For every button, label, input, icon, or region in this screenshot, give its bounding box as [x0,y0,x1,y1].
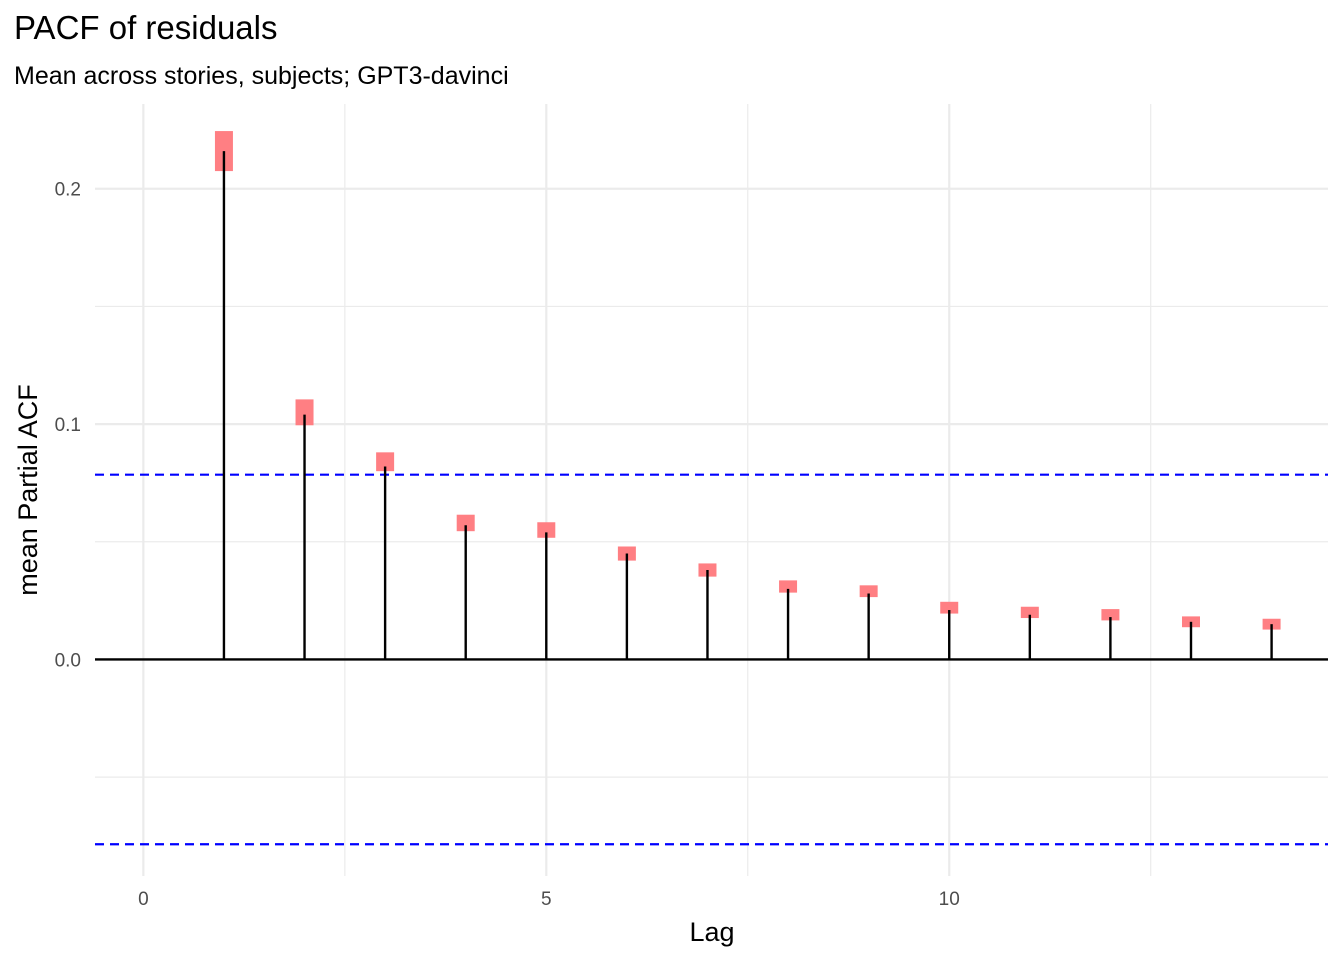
y-axis-title: mean Partial ACF [13,384,43,596]
grid-lines [95,104,1328,876]
y-axis-ticks: 0.0 0.1 0.2 [55,180,81,672]
significance-band [95,473,1328,846]
x-tick-label: 10 [939,889,960,910]
chart-title: PACF of residuals [14,9,277,46]
pacf-marker [537,522,556,538]
x-axis-ticks: 0 5 10 [138,889,960,910]
pacf-marker [295,399,314,426]
y-tick-label: 0.1 [55,415,81,436]
pacf-stems [222,151,1273,660]
x-axis-title: Lag [689,917,734,947]
pacf-marker [1101,609,1120,621]
x-tick-label: 5 [541,889,552,910]
pacf-marker [1020,606,1039,619]
y-tick-label: 0.0 [55,650,81,671]
x-tick-label: 0 [138,889,149,910]
pacf-marker [376,452,395,472]
pacf-marker [456,514,475,532]
pacf-marker [859,585,878,598]
pacf-marker [940,601,959,614]
pacf-marker [779,580,798,593]
y-tick-label: 0.2 [55,180,81,201]
chart-subtitle: Mean across stories, subjects; GPT3-davi… [14,62,509,90]
